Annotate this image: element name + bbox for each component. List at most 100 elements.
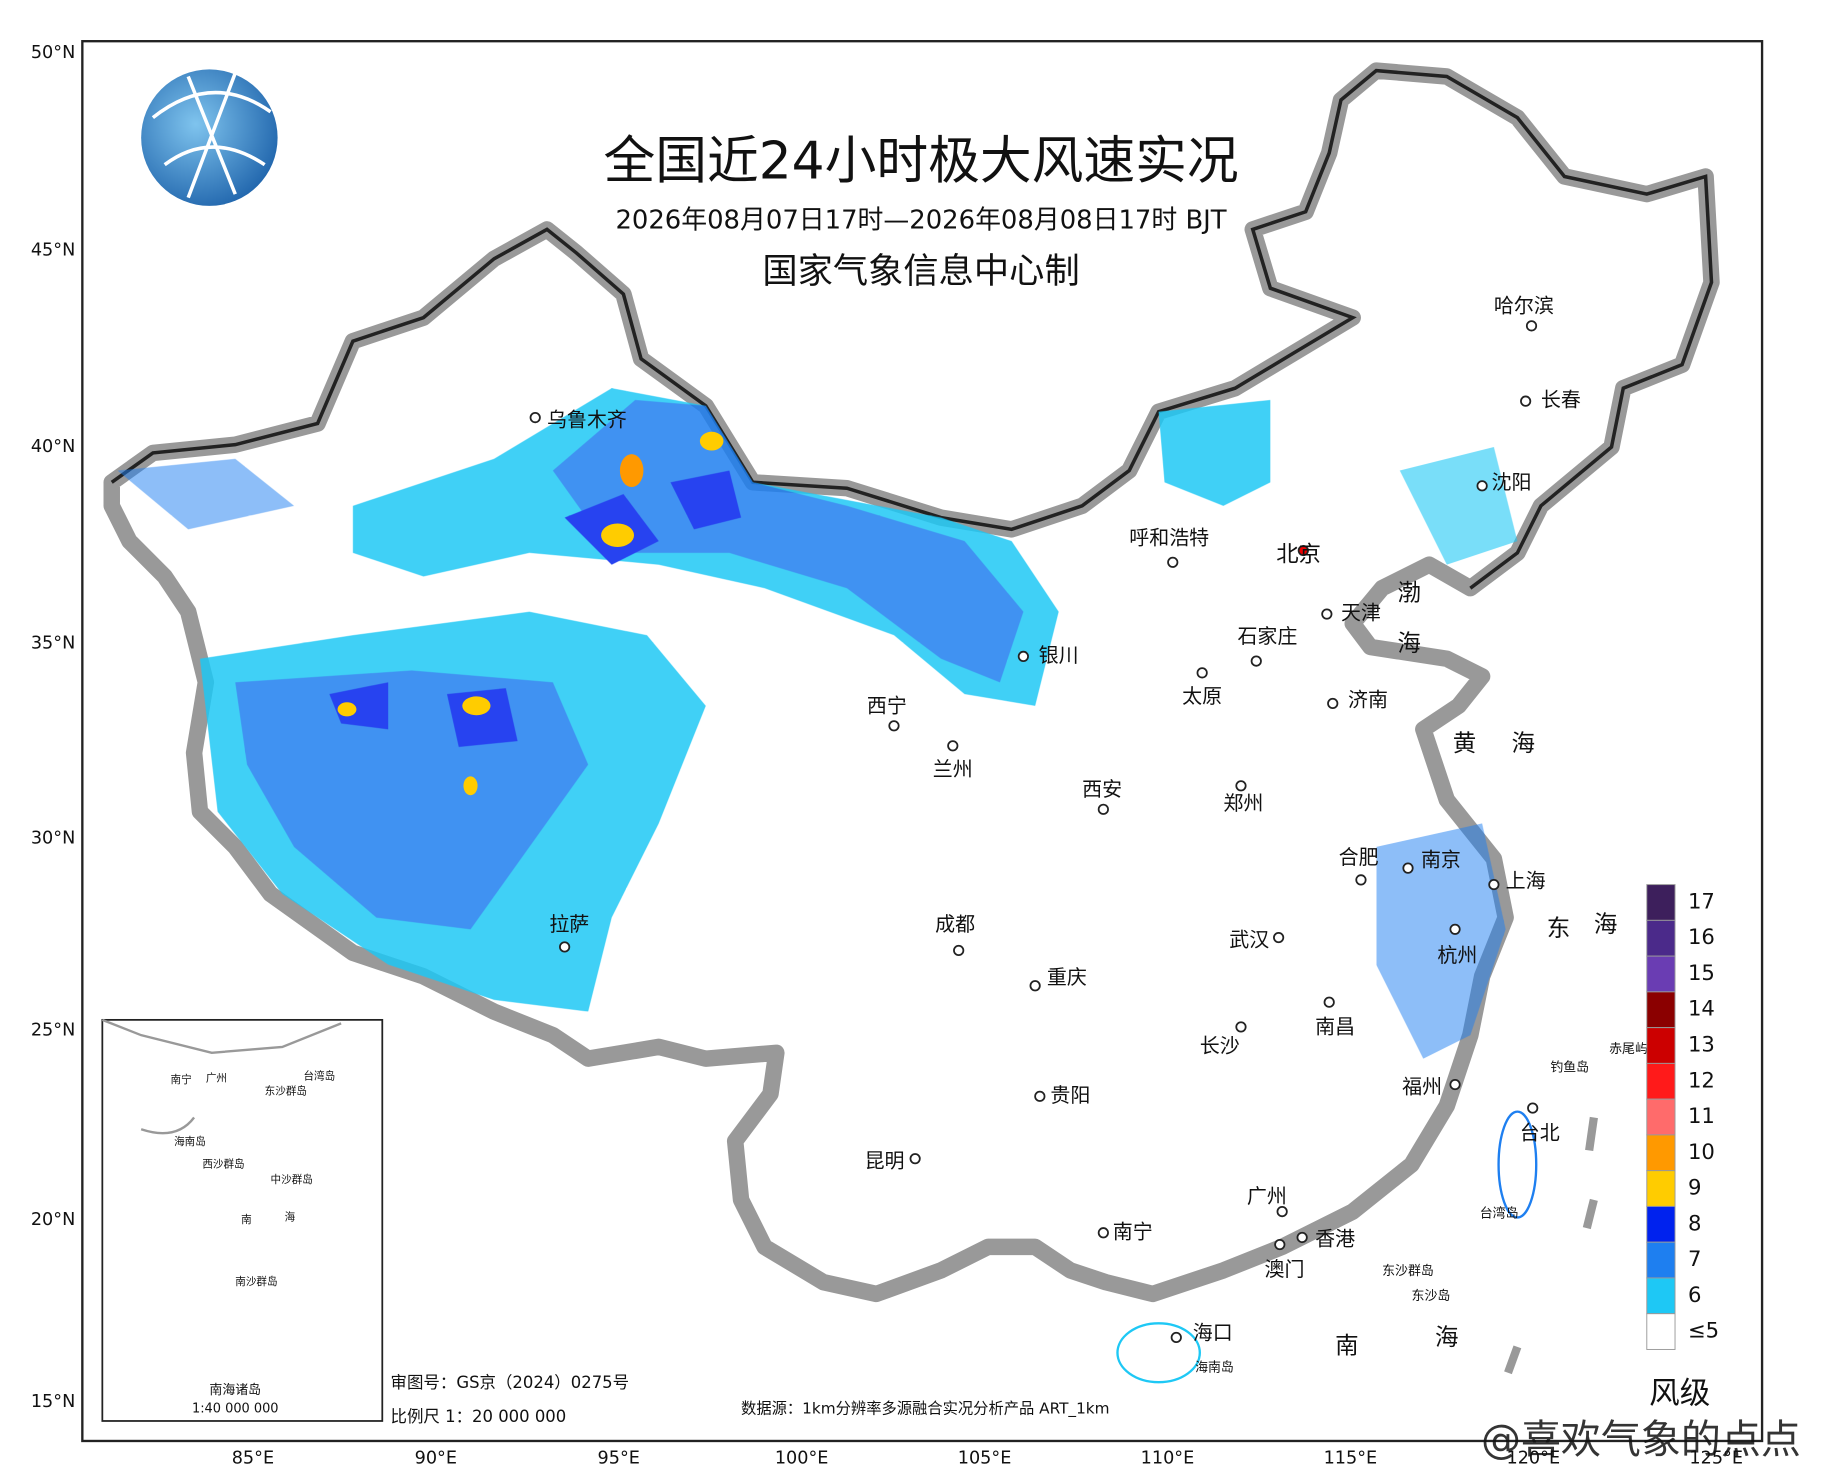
city-label: 南京 xyxy=(1421,848,1461,872)
inset-label: 海 xyxy=(285,1210,296,1223)
city-dot xyxy=(1034,1090,1046,1102)
city-label: 南昌 xyxy=(1315,1015,1355,1039)
sea-label: 渤 xyxy=(1397,579,1421,607)
legend-label: 10 xyxy=(1688,1139,1715,1164)
legend-label: 9 xyxy=(1688,1175,1701,1200)
lon-label: 90°E xyxy=(415,1449,457,1469)
city-label: 郑州 xyxy=(1223,791,1263,815)
city-dot xyxy=(1029,980,1041,992)
city-dot xyxy=(1520,395,1532,407)
city-dot xyxy=(1402,862,1414,874)
city-label: 石家庄 xyxy=(1237,624,1297,648)
city-dot xyxy=(1274,1238,1286,1251)
lon-label: 95°E xyxy=(598,1449,640,1469)
city-label: 香港 xyxy=(1315,1226,1355,1250)
lat-label: 15°N xyxy=(31,1392,75,1412)
inset-label: 广州 xyxy=(206,1073,227,1085)
city-label: 台北 xyxy=(1520,1120,1560,1144)
city-dot xyxy=(1321,608,1333,620)
legend-swatch xyxy=(1646,919,1676,957)
inset-label: 南 xyxy=(241,1213,252,1226)
city-label: 银川 xyxy=(1039,643,1079,667)
legend-title: 风级 xyxy=(1649,1377,1710,1412)
city-dot xyxy=(1235,1021,1247,1033)
city-dot xyxy=(947,740,959,752)
city-label: 拉萨 xyxy=(549,912,589,936)
city-dot xyxy=(909,1153,921,1165)
city-dot xyxy=(888,720,900,732)
city-label: 杭州 xyxy=(1437,943,1477,967)
city-label: 重庆 xyxy=(1047,965,1087,989)
lat-label: 25°N xyxy=(31,1020,75,1040)
hainan xyxy=(1116,1322,1201,1384)
island-label: 赤尾屿 xyxy=(1609,1042,1648,1057)
island-label: 海南岛 xyxy=(1195,1360,1234,1376)
city-label: 天津 xyxy=(1341,601,1381,625)
lon-label: 120°E xyxy=(1506,1449,1560,1469)
legend-swatch xyxy=(1646,991,1676,1029)
city-dot xyxy=(1167,556,1179,568)
city-dot xyxy=(1355,874,1367,886)
legend-swatch xyxy=(1646,1313,1676,1350)
city-label: 长沙 xyxy=(1200,1033,1240,1057)
sea-label: 海 xyxy=(1512,729,1536,757)
city-dot xyxy=(1297,544,1309,557)
legend-swatch xyxy=(1646,955,1676,993)
city-label: 上海 xyxy=(1506,869,1546,893)
legend-label: 6 xyxy=(1688,1282,1701,1307)
sea-label: 海 xyxy=(1397,629,1421,657)
city-dot xyxy=(953,944,965,957)
city-dot xyxy=(1097,803,1109,815)
wind-shading xyxy=(117,388,1518,1059)
legend-label: 17 xyxy=(1688,888,1715,913)
legend-swatch xyxy=(1646,1062,1676,1100)
inset-label: 东沙群岛 xyxy=(265,1085,307,1098)
city-dot xyxy=(1196,667,1208,679)
city-label: 济南 xyxy=(1348,688,1388,712)
city-dot xyxy=(1235,780,1247,792)
city-label: 海口 xyxy=(1193,1320,1233,1344)
legend-swatch xyxy=(1646,1241,1676,1279)
city-dot xyxy=(1525,320,1538,332)
source: 数据源：1km分辨率多源融合实况分析产品 ART_1km xyxy=(741,1400,1109,1419)
sea-label: 东 xyxy=(1547,914,1571,942)
lat-label: 45°N xyxy=(31,241,75,261)
legend-label: 14 xyxy=(1688,996,1715,1021)
city-label: 合肥 xyxy=(1339,845,1379,869)
city-label: 西宁 xyxy=(867,693,907,717)
city-dot xyxy=(1296,1231,1308,1244)
legend-swatch xyxy=(1646,1205,1676,1243)
city-label: 沈阳 xyxy=(1492,470,1532,494)
legend-swatch xyxy=(1646,1027,1676,1064)
inset-label: 西沙群岛 xyxy=(202,1158,244,1171)
lat-label: 35°N xyxy=(31,633,75,653)
producer: 国家气象信息中心制 xyxy=(762,251,1079,292)
lon-label: 100°E xyxy=(775,1449,829,1469)
island-label: 台湾岛 xyxy=(1480,1205,1519,1221)
city-dot xyxy=(1327,697,1339,710)
legend-swatch xyxy=(1646,1098,1676,1136)
lon-label: 110°E xyxy=(1141,1449,1195,1469)
sea-label: 黄 xyxy=(1453,729,1477,757)
inset-scale: 1:40 000 000 xyxy=(192,1402,279,1417)
inset-label: 南沙群岛 xyxy=(235,1275,277,1288)
city-label: 贵阳 xyxy=(1050,1083,1090,1107)
lat-label: 30°N xyxy=(31,829,75,849)
island-label: 钓鱼岛 xyxy=(1550,1060,1589,1076)
city-label: 广州 xyxy=(1247,1184,1287,1208)
city-dot xyxy=(1017,650,1029,662)
approval: 审图号：GS京（2024）0275号 xyxy=(391,1373,630,1392)
inset-label: 台湾岛 xyxy=(303,1069,335,1082)
legend-label: 13 xyxy=(1688,1032,1715,1057)
city-label: 哈尔滨 xyxy=(1494,294,1554,318)
city-dot xyxy=(1097,1227,1109,1239)
inset-title: 南海诸岛 xyxy=(209,1382,261,1398)
sea-label: 南 xyxy=(1335,1331,1359,1359)
city-label: 西安 xyxy=(1082,777,1122,801)
legend-swatch xyxy=(1646,884,1676,921)
city-label: 澳门 xyxy=(1265,1257,1305,1281)
city-dot xyxy=(1276,1206,1288,1218)
island-label: 东沙岛 xyxy=(1412,1288,1451,1304)
legend-label: 12 xyxy=(1688,1067,1715,1092)
